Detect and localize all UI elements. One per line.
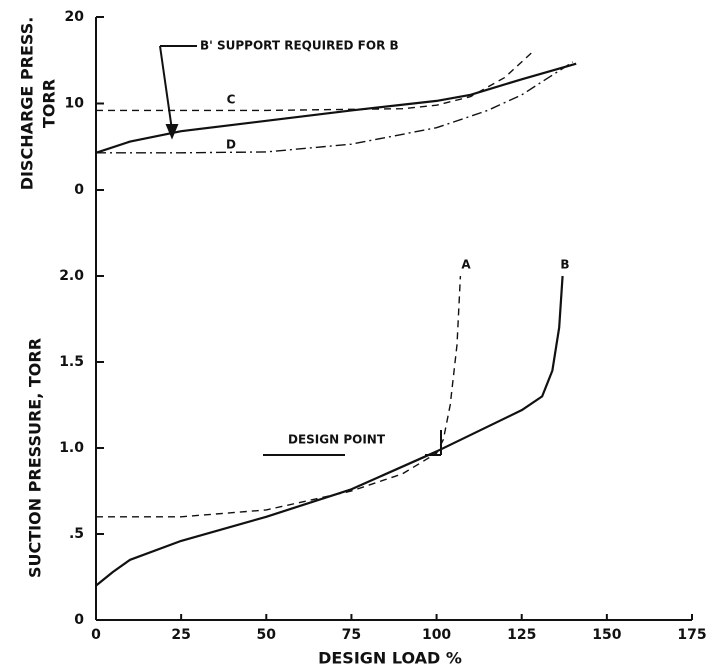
x-tick-label: 125	[507, 627, 536, 643]
x-tick-label: 150	[592, 627, 621, 643]
y-tick-label: 2.0	[59, 268, 84, 284]
series-label: D	[226, 138, 236, 152]
series-label: C	[227, 93, 236, 107]
y-tick-label: 1.0	[59, 440, 84, 456]
x-tick-label: 175	[677, 627, 706, 643]
y-tick-label: 0	[74, 612, 84, 628]
series-line	[95, 62, 577, 154]
y-axis-label: SUCTION PRESSURE, TORR	[26, 338, 45, 578]
annotation: B' SUPPORT REQUIRED FOR B	[200, 39, 399, 53]
series-line	[95, 275, 564, 587]
x-tick-label: 100	[422, 627, 451, 643]
y-tick-label: .5	[69, 526, 84, 542]
annotation: DESIGN POINT	[288, 433, 386, 447]
x-tick-label: 0	[91, 627, 101, 643]
series-label: A	[461, 258, 471, 272]
y-tick-label: 20	[65, 9, 85, 25]
series-label: B	[560, 258, 569, 272]
x-axis-label: DESIGN LOAD %	[318, 649, 462, 668]
y-tick-label: 1.5	[59, 354, 84, 370]
series-line	[96, 51, 533, 112]
series-line	[96, 61, 574, 154]
x-tick-label: 50	[257, 627, 277, 643]
x-tick-label: 25	[171, 627, 190, 643]
x-tick-label: 75	[342, 627, 361, 643]
y-axis-label: TORR	[40, 79, 59, 128]
y-axis-label: DISCHARGE PRESS.	[18, 17, 37, 191]
series-line	[96, 275, 462, 518]
support-leader	[159, 45, 197, 140]
y-tick-label: 0	[74, 182, 84, 198]
y-tick-label: 10	[65, 96, 85, 112]
